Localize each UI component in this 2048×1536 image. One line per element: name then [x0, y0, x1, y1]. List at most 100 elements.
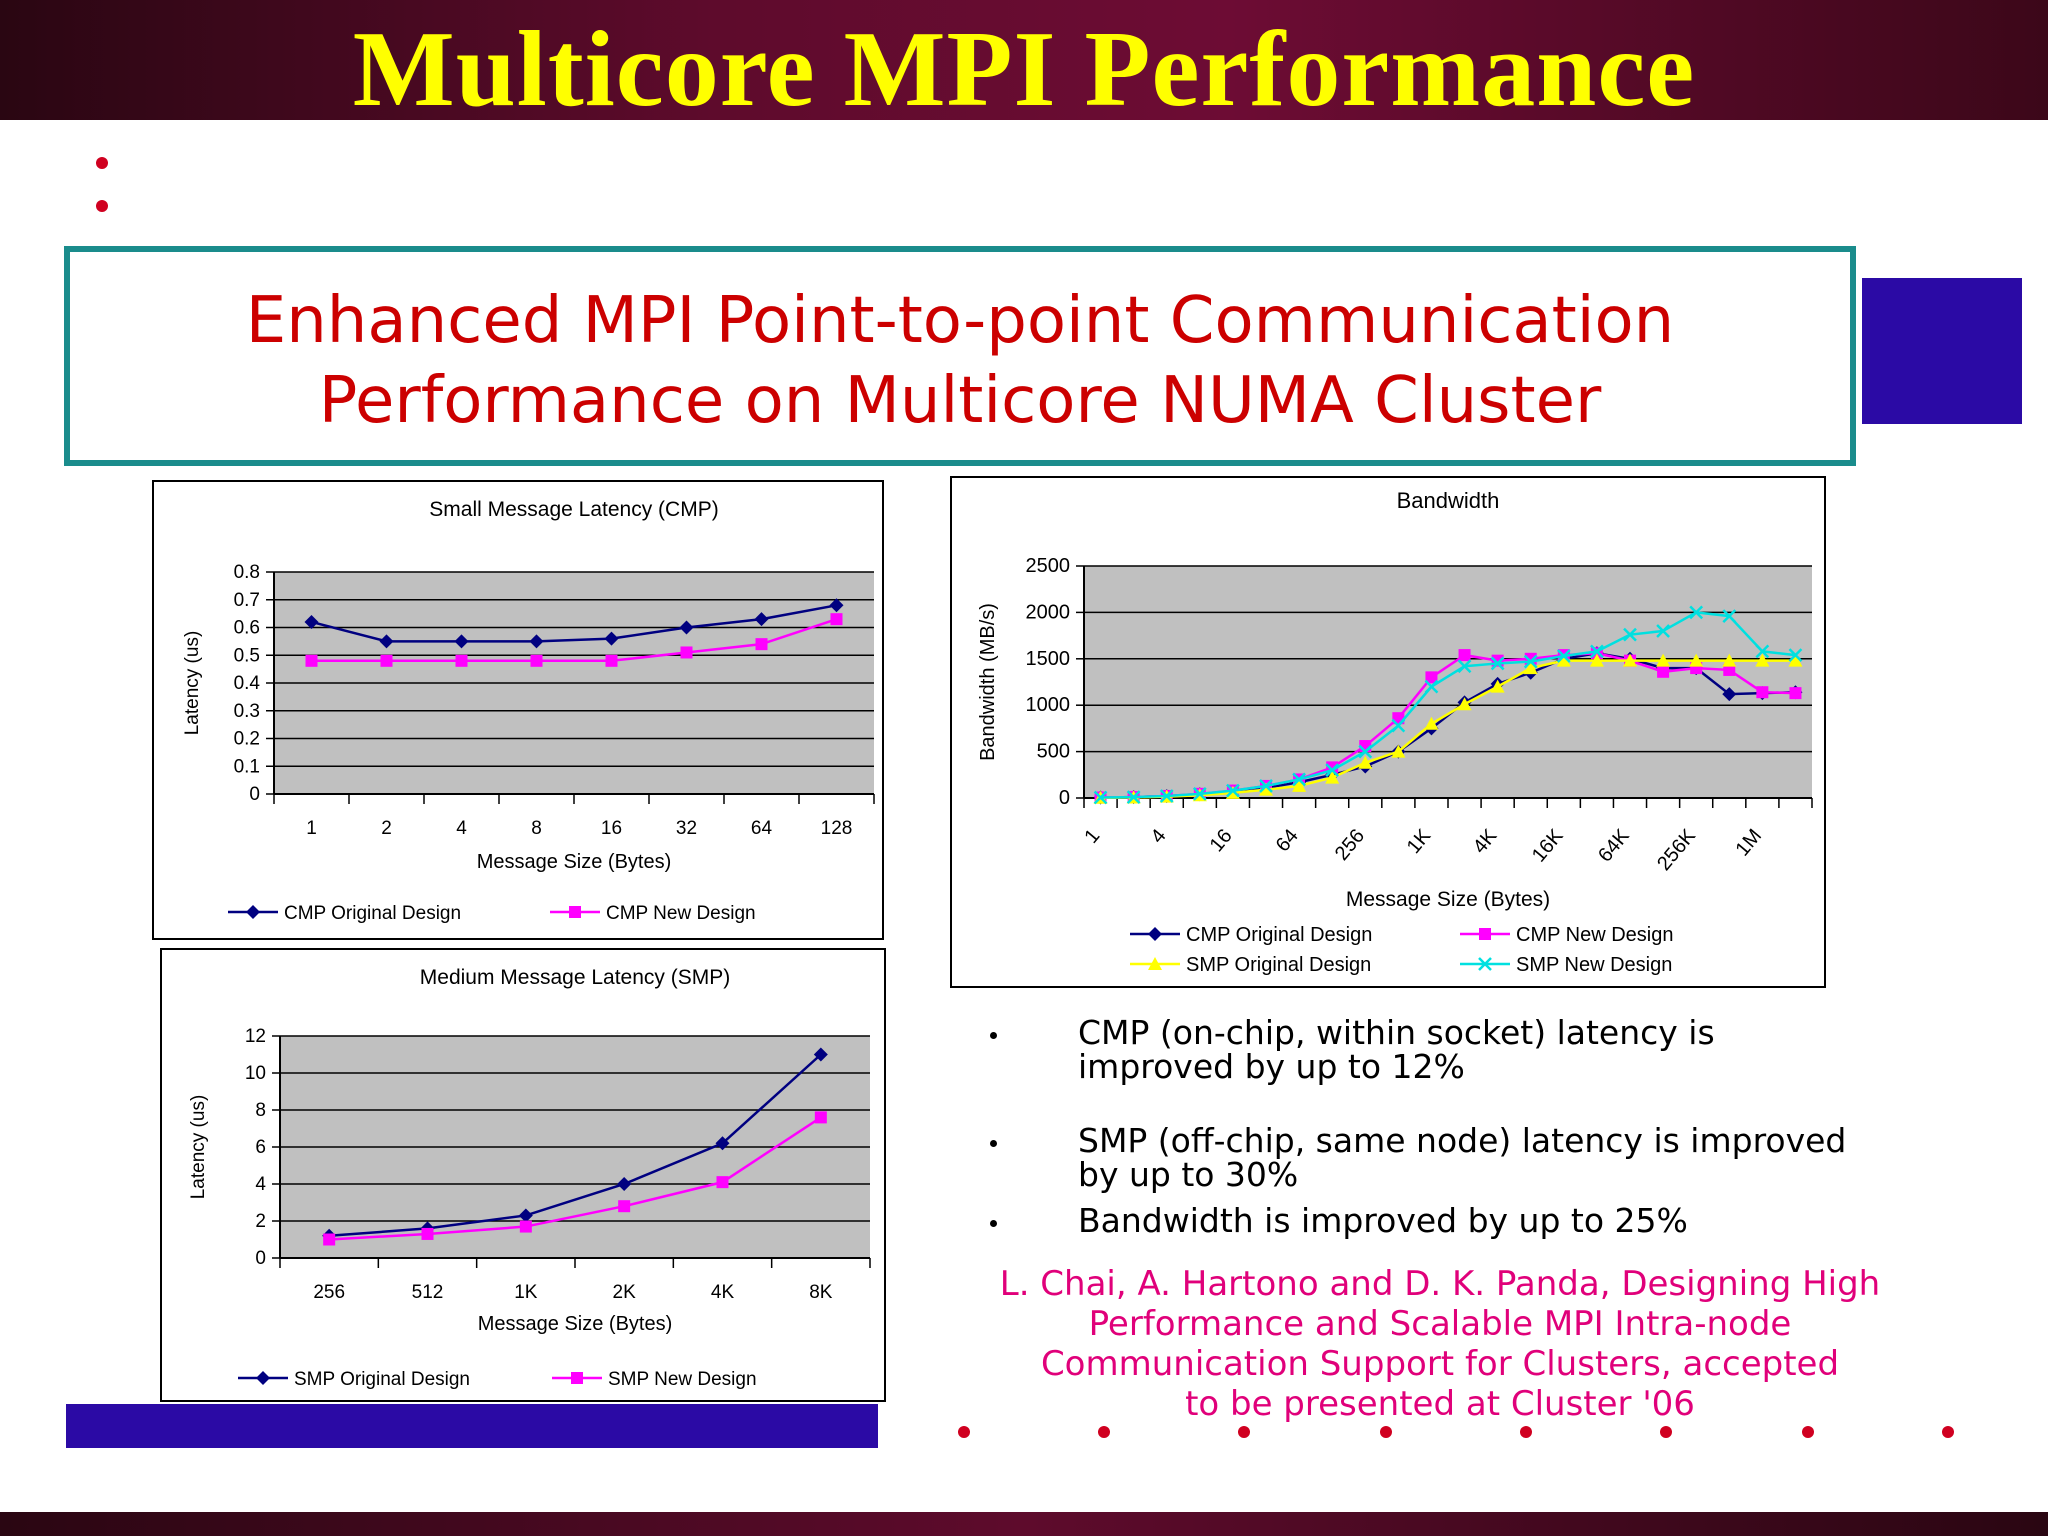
data-point — [1358, 744, 1373, 759]
bandwidth-chart: Bandwidth 0 500 1000 1500 2000 2500 1 4 16 64 256 1K… — [977, 488, 1813, 976]
header-bar — [0, 0, 2048, 120]
data-point — [1722, 653, 1737, 667]
citation-line: Performance and Scalable MPI Intra-node — [1088, 1304, 1792, 1344]
data-point — [755, 638, 768, 651]
data-point — [1756, 686, 1769, 699]
data-point — [1590, 644, 1604, 659]
y-tick-label: 0.5 — [234, 645, 260, 666]
series-line — [329, 1116, 822, 1241]
y-axis-label: Latency (us) — [182, 631, 203, 736]
data-point — [1589, 653, 1604, 667]
bullet-dot — [96, 157, 108, 169]
note-item: SMP (off-chip, same node) latency is imp… — [1078, 1121, 1847, 1194]
data-point — [829, 598, 844, 613]
data-point — [679, 620, 694, 635]
data-point — [1755, 644, 1770, 659]
bullet-dot — [1098, 1426, 1110, 1438]
data-point — [1523, 661, 1538, 675]
y-tick-label: 1000 — [1026, 694, 1071, 716]
citation-line: to be presented at Cluster '06 — [1185, 1384, 1695, 1424]
legend-label: SMP New Design — [608, 1369, 757, 1390]
subtitle-box: Enhanced MPI Point-to-point Communicatio… — [64, 246, 1856, 466]
data-point — [680, 646, 693, 659]
data-point — [1623, 653, 1637, 667]
data-point — [1457, 697, 1472, 711]
series-line — [1100, 611, 1796, 799]
bullet-dot — [1380, 1426, 1392, 1438]
x-tick-label: 1K — [514, 1282, 538, 1303]
data-point — [1723, 663, 1736, 676]
data-point — [1556, 653, 1571, 667]
data-point — [1126, 790, 1141, 804]
slide-title: Multicore MPI Performance — [352, 10, 1696, 129]
data-point — [1788, 648, 1803, 662]
data-point — [814, 1111, 827, 1124]
chart-title: Medium Message Latency (SMP) — [420, 966, 730, 989]
x-tick-label: 256K — [1653, 825, 1700, 875]
x-tick-label: 16 — [601, 818, 622, 839]
legend-label: CMP Original Design — [1186, 924, 1372, 946]
data-point — [754, 612, 769, 627]
data-point — [1093, 790, 1108, 805]
y-tick-label: 0 — [1059, 787, 1070, 809]
x-tick-label: 8 — [531, 818, 542, 839]
y-tick-label: 2 — [255, 1211, 266, 1232]
plot-area — [1084, 566, 1812, 798]
x-tick-label: 1M — [1731, 825, 1766, 860]
x-tick-label: 8K — [809, 1282, 833, 1303]
legend-label: CMP Original Design — [284, 903, 461, 924]
data-point — [1458, 649, 1471, 662]
data-point — [530, 654, 543, 667]
x-tick-label: 2 — [381, 818, 392, 839]
x-tick-label: 4K — [711, 1282, 735, 1303]
data-point — [1523, 654, 1538, 669]
y-tick-label: 2000 — [1026, 601, 1071, 623]
note-bullet — [990, 1220, 997, 1227]
x-tick-label: 4K — [1469, 825, 1502, 858]
bullet-dot — [1660, 1426, 1672, 1438]
data-point — [1722, 609, 1737, 623]
y-tick-label: 8 — [255, 1100, 266, 1121]
legend-marker — [571, 1372, 583, 1384]
data-point — [604, 631, 619, 646]
data-point — [1689, 653, 1704, 667]
legend-marker — [1148, 957, 1162, 970]
data-point — [1259, 782, 1273, 796]
x-tick-label: 16K — [1528, 825, 1568, 867]
x-tick-label: 64K — [1594, 825, 1634, 867]
data-point — [1292, 772, 1306, 787]
data-point — [1259, 779, 1273, 793]
data-point — [305, 654, 318, 667]
data-point — [421, 1227, 434, 1240]
y-axis-label: Latency (us) — [188, 1095, 209, 1200]
data-point — [323, 1233, 336, 1246]
data-point — [1656, 653, 1671, 667]
data-point — [380, 654, 393, 667]
y-tick-label: 500 — [1037, 741, 1070, 763]
bullet-dot — [1520, 1426, 1532, 1438]
citation: L. Chai, A. Hartono and D. K. Panda, Des… — [950, 1264, 1930, 1424]
medium-latency-chart: Medium Message Latency (SMP) 0 2 4 6 8 10 12 256… — [188, 966, 871, 1390]
data-point — [1391, 718, 1406, 733]
note-bullet — [990, 1140, 997, 1147]
data-point — [1192, 786, 1207, 801]
x-tick-label: 64 — [1272, 825, 1303, 856]
x-tick-label: 32 — [676, 818, 697, 839]
y-tick-label: 10 — [245, 1063, 266, 1084]
x-axis-label: Message Size (Bytes) — [477, 851, 672, 873]
legend-label: SMP Original Design — [1186, 954, 1371, 976]
data-point — [304, 614, 319, 629]
subtitle-line-2: Performance on Multicore NUMA Cluster — [318, 364, 1602, 438]
x-axis-label: Message Size (Bytes) — [478, 1313, 673, 1335]
data-point — [1689, 605, 1704, 620]
y-tick-label: 0.7 — [234, 590, 260, 611]
y-tick-label: 0.4 — [234, 673, 261, 694]
x-axis-label: Message Size (Bytes) — [1346, 888, 1550, 911]
x-tick-label: 512 — [412, 1282, 444, 1303]
subtitle-line-1: Enhanced MPI Point-to-point Communicatio… — [245, 284, 1675, 358]
y-tick-label: 4 — [255, 1174, 266, 1195]
note-item: Bandwidth is improved by up to 25% — [1078, 1201, 1688, 1240]
data-point — [1425, 671, 1438, 684]
x-tick-label: 128 — [821, 818, 853, 839]
citation-line: Communication Support for Clusters, acce… — [1040, 1344, 1840, 1384]
